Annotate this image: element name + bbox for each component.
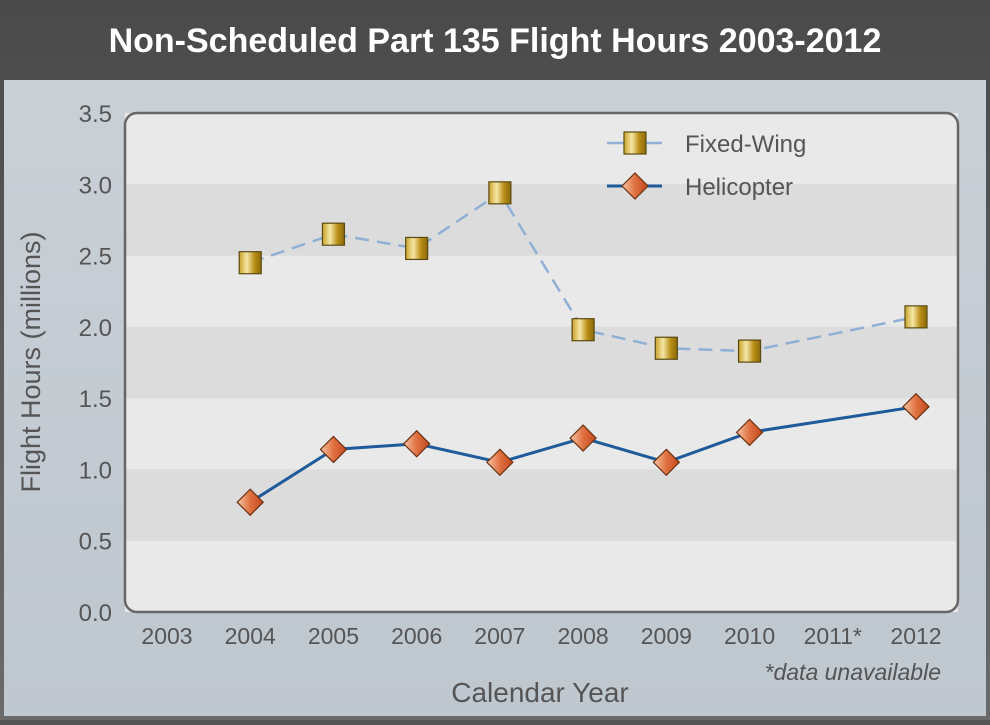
plot-area-border — [123, 111, 960, 614]
y-tick-label: 3.0 — [79, 172, 112, 199]
y-tick-label: 3.5 — [79, 101, 112, 128]
data-point-helicopter — [735, 418, 764, 447]
y-tick-label: 2.0 — [79, 315, 112, 342]
y-axis-label: Flight Hours (millions) — [16, 231, 46, 492]
legend-label: Helicopter — [685, 174, 793, 201]
data-point-fixed-wing — [405, 236, 429, 261]
x-tick-label: 2009 — [641, 623, 692, 649]
legend-marker — [621, 172, 649, 200]
y-tick-label: 0.5 — [79, 529, 112, 556]
annotation-data-unavailable: *data unavailable — [765, 659, 941, 685]
legend-label: Fixed-Wing — [685, 131, 806, 158]
y-tick-label: 0.0 — [79, 600, 112, 627]
data-point-fixed-wing — [737, 339, 762, 363]
x-tick-label: 2003 — [141, 623, 192, 649]
x-tick-label: 2004 — [225, 623, 276, 649]
legend-marker — [623, 131, 647, 155]
data-point-fixed-wing — [654, 336, 678, 360]
chart-title: Non-Scheduled Part 135 Flight Hours 2003… — [109, 22, 882, 60]
x-tick-label: 2010 — [724, 623, 775, 649]
x-tick-label: 2006 — [391, 623, 442, 649]
series-line-helicopter — [249, 405, 917, 504]
x-tick-label: 2005 — [308, 623, 359, 649]
data-point-helicopter — [402, 429, 431, 458]
y-tick-label: 2.5 — [79, 244, 112, 271]
data-point-fixed-wing — [321, 222, 346, 246]
x-tick-label: 2011* — [804, 623, 862, 649]
data-point-fixed-wing — [238, 251, 262, 275]
grid-band — [125, 326, 958, 399]
grid-band — [125, 113, 958, 185]
x-tick-label: 2007 — [474, 623, 525, 649]
grid-band — [125, 540, 958, 612]
x-tick-label: 2012 — [890, 623, 941, 649]
grid-band — [125, 184, 958, 256]
data-point-fixed-wing — [904, 305, 928, 329]
data-point-fixed-wing — [488, 181, 512, 205]
data-point-fixed-wing — [571, 318, 595, 342]
grid-band — [125, 255, 958, 327]
y-tick-label: 1.5 — [79, 386, 112, 413]
grid-band — [125, 469, 958, 541]
x-tick-label: 2008 — [558, 623, 609, 649]
x-axis-label: Calendar Year — [451, 677, 628, 708]
data-point-helicopter — [236, 488, 265, 517]
data-point-helicopter — [569, 424, 597, 452]
grid-band — [125, 398, 958, 470]
data-point-helicopter — [486, 448, 514, 477]
series-line-fixed-wing — [249, 191, 917, 353]
data-point-helicopter — [652, 448, 681, 477]
data-point-helicopter — [319, 435, 348, 464]
y-tick-label: 1.0 — [79, 457, 112, 484]
data-point-helicopter — [902, 392, 930, 421]
